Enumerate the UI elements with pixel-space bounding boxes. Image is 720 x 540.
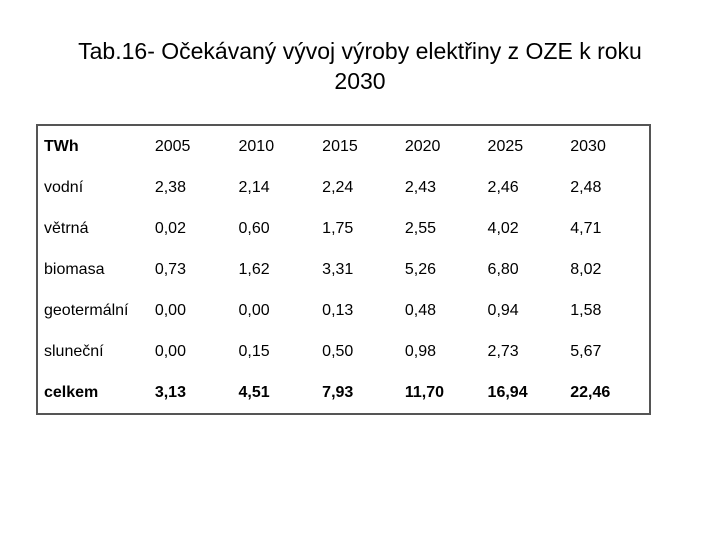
table-row: TWh 2005 2010 2015 2020 2025 2030 [37,125,650,167]
table-cell: 2,46 [487,178,519,196]
table-cell: 2005 [154,137,191,155]
table-cell: 2010 [238,137,275,155]
table-cell: 2,24 [322,178,354,196]
table-cell: 1,75 [322,219,354,237]
table-row: sluneční 0,00 0,15 0,50 0,98 2,73 5,67 [37,331,650,372]
table-row: geotermální 0,00 0,00 0,13 0,48 0,94 1,58 [37,290,650,331]
table-cell: 0,00 [238,301,270,319]
table-cell: 2,73 [487,342,519,360]
table-cell: 2,14 [238,178,270,196]
table-cell: 0,94 [487,301,519,319]
table-cell: 2,38 [154,178,186,196]
table-cell: 0,13 [322,301,354,319]
table-cell: 0,00 [154,342,186,360]
row-label: celkem [44,383,99,401]
table-cell: 0,98 [404,342,436,360]
table-cell: 0,00 [154,301,186,319]
table-row: větrná 0,02 0,60 1,75 2,55 4,02 4,71 [37,208,650,249]
row-label: větrná [44,219,89,237]
table-cell: 22,46 [570,383,611,401]
table-cell: 0,73 [154,260,186,278]
row-label: vodní [44,178,84,196]
table-cell: 2025 [487,137,524,155]
table-row: vodní 2,38 2,14 2,24 2,43 2,46 2,48 [37,167,650,208]
title: Tab.16- Očekávaný vývoj výroby elektřiny… [78,38,642,94]
table-cell: 8,02 [570,260,602,278]
table-cell: 1,62 [238,260,270,278]
data-table: TWh 2005 2010 2015 2020 2025 2030 vodní 2,38 2,14… [36,124,651,415]
table-cell: 2,55 [404,219,436,237]
table-cell: 0,48 [404,301,436,319]
table-cell: 4,02 [487,219,519,237]
table-cell: 11,70 [404,383,444,401]
table-cell: 5,67 [570,342,602,360]
table-cell: 0,15 [238,342,270,360]
table-row: celkem 3,13 4,51 7,93 11,70 16,94 22,46 [37,372,650,414]
table-cell: 2020 [404,137,441,155]
table-cell: 2030 [570,137,606,155]
table-cell: 4,51 [238,383,270,401]
row-label: sluneční [44,342,104,360]
row-label: geotermální [44,301,129,319]
table-cell: 4,71 [570,219,602,237]
table-cell: 0,02 [154,219,186,237]
table-cell: 2015 [322,137,358,155]
table-cell: 0,50 [322,342,354,360]
row-label: biomasa [44,260,105,278]
table-cell: 1,58 [570,301,602,319]
table-cell: 5,26 [404,260,436,278]
table-cell: 6,80 [487,260,519,278]
table-row: biomasa 0,73 1,62 3,31 5,26 6,80 8,02 [37,249,650,290]
table-cell: 7,93 [322,383,354,401]
row-label: TWh [44,137,79,155]
table-cell: 3,13 [154,383,186,401]
table-cell: 3,31 [322,260,354,278]
table-cell: 0,60 [238,219,270,237]
table-cell: 2,48 [570,178,602,196]
table-cell: 2,43 [404,178,436,196]
table-cell: 16,94 [487,383,528,401]
